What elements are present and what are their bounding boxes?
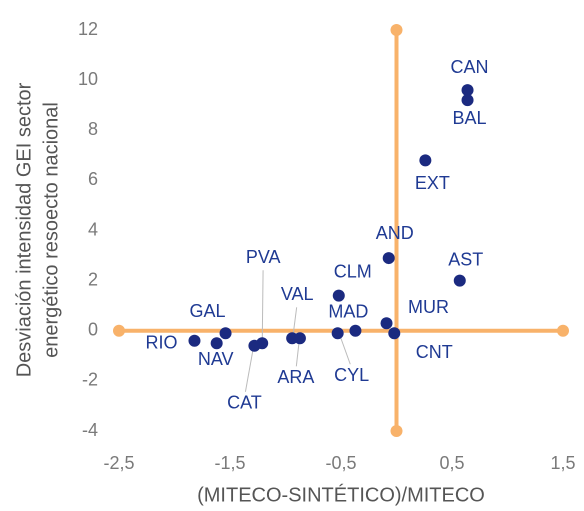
- x-axis-title: (MITECO-SINTÉTICO)/MITECO: [197, 483, 485, 506]
- point-label: CAT: [227, 393, 262, 413]
- leader-line: [261, 270, 264, 348]
- y-tick-label: -2: [82, 370, 98, 390]
- point-label: PVA: [246, 247, 281, 267]
- point: [349, 324, 362, 337]
- axis-end: [113, 324, 125, 337]
- y-tick-label: 10: [78, 69, 98, 89]
- axis-end: [390, 425, 403, 437]
- y-axis-title: energético resoecto nacional: [40, 102, 62, 358]
- point: [461, 94, 474, 107]
- point-label: AST: [448, 249, 483, 269]
- point: [419, 154, 432, 167]
- point: [219, 327, 232, 340]
- point-label: CNT: [416, 342, 453, 362]
- point-label: GAL: [190, 301, 226, 321]
- y-axis-title: Desviación intensidad GEI sector: [13, 82, 35, 377]
- y-tick-label: 8: [88, 119, 98, 139]
- point-label: MAD: [328, 302, 368, 322]
- point: [388, 327, 401, 340]
- point-label: CLM: [334, 261, 372, 281]
- point-label: BAL: [453, 108, 487, 128]
- y-tick-label: 6: [88, 169, 98, 189]
- y-tick-label: 4: [88, 219, 98, 239]
- y-tick-label: -4: [82, 420, 98, 440]
- point-label: RIO: [145, 333, 177, 353]
- y-tick-label: 0: [88, 320, 98, 340]
- point-label: AND: [376, 223, 414, 243]
- point-label: CYL: [334, 365, 369, 385]
- x-tick-label: 0,5: [439, 453, 464, 473]
- point: [453, 274, 466, 287]
- x-tick-label: 1,5: [550, 453, 575, 473]
- point-label: MUR: [408, 297, 449, 317]
- point: [210, 337, 223, 350]
- point-label: CAN: [451, 57, 489, 77]
- point: [331, 327, 344, 340]
- point: [382, 252, 395, 265]
- x-tick-label: -1,5: [214, 453, 245, 473]
- x-tick-label: -2,5: [103, 453, 134, 473]
- point: [332, 289, 345, 302]
- y-tick-label: 2: [88, 269, 98, 289]
- point: [380, 317, 393, 330]
- axis-end: [557, 324, 569, 337]
- x-tick-label: -0,5: [325, 453, 356, 473]
- point-label: EXT: [415, 173, 450, 193]
- point-label: ARA: [277, 367, 314, 387]
- point: [293, 332, 306, 345]
- point-label: VAL: [281, 284, 314, 304]
- point: [461, 84, 474, 97]
- y-tick-label: 12: [78, 19, 98, 39]
- point: [188, 334, 201, 347]
- axis-end: [390, 24, 403, 36]
- point: [248, 339, 261, 352]
- point-label: NAV: [198, 349, 234, 369]
